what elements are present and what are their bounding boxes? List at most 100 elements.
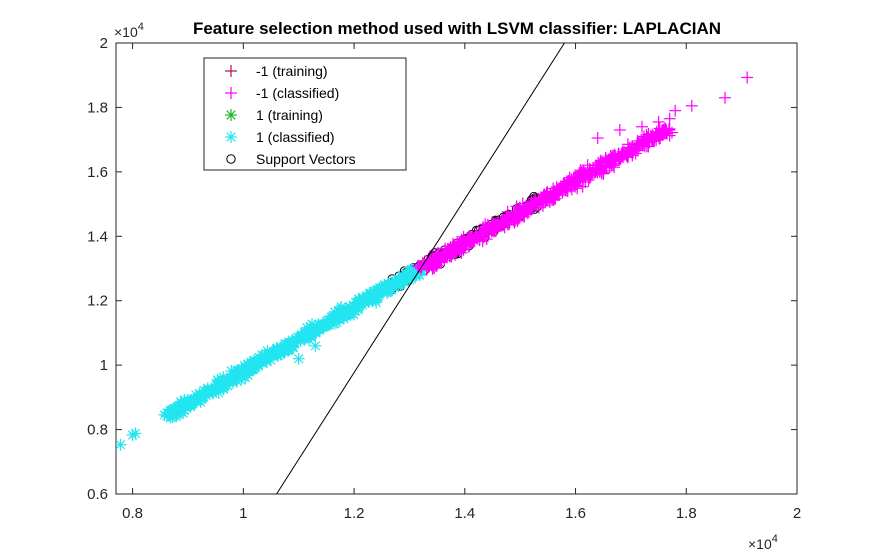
y-tick-label: 1.4	[87, 228, 108, 245]
data-point	[577, 164, 590, 177]
legend-box	[203, 57, 407, 171]
data-point	[442, 244, 455, 257]
data-point	[428, 261, 441, 274]
data-point	[528, 196, 541, 209]
x-tick-label: 1	[239, 505, 247, 522]
data-point	[448, 242, 461, 255]
data-point	[491, 222, 504, 235]
data-point	[593, 165, 606, 178]
axes-box	[115, 42, 798, 495]
data-point	[326, 311, 339, 324]
data-point	[719, 91, 732, 104]
data-point	[470, 228, 483, 241]
y-tick-label: 0.8	[87, 422, 108, 439]
data-point	[437, 250, 450, 263]
legend-marker	[225, 65, 237, 77]
data-point	[177, 407, 190, 420]
data-point	[512, 208, 525, 221]
data-point	[480, 225, 493, 238]
data-point	[601, 156, 614, 169]
data-point	[343, 301, 356, 314]
data-point	[430, 254, 443, 267]
legend-marker	[225, 131, 237, 143]
data-point	[383, 281, 396, 294]
data-point	[741, 71, 754, 84]
legend-label: 1 (training)	[256, 107, 323, 123]
data-point	[608, 161, 621, 174]
decision-boundary-line	[276, 43, 565, 494]
legend-marker	[225, 109, 237, 121]
data-point	[229, 366, 242, 379]
data-point	[613, 123, 626, 136]
legend-item: 1 (training)	[225, 107, 323, 123]
data-point	[546, 190, 559, 203]
data-point	[352, 295, 365, 308]
data-point	[626, 149, 639, 162]
data-point	[571, 179, 584, 192]
y-tick-label: 2	[100, 35, 108, 52]
data-point	[191, 391, 204, 404]
legend-label: Support Vectors	[256, 151, 356, 167]
legend-marker	[226, 154, 236, 164]
y-tick-label: 1	[100, 357, 108, 374]
chart-title: Feature selection method used with LSVM …	[193, 19, 721, 38]
axes: 0.8 1 1.2 1.4 1.6 1.8 2 0.6 0.8 1 1.2 1.4 1.6 1.8 2 ×10…	[87, 21, 801, 552]
data-point	[330, 316, 343, 329]
data-point	[669, 104, 682, 117]
data-point	[660, 127, 673, 140]
data-point	[525, 195, 538, 208]
data-point	[285, 340, 298, 353]
y-exponent-label: ×104	[114, 21, 144, 40]
data-point	[178, 393, 191, 406]
data-point	[635, 120, 648, 133]
legend-label: -1 (training)	[256, 63, 328, 79]
legend-item: -1 (classified)	[225, 85, 339, 101]
data-point	[663, 112, 676, 125]
data-point	[309, 339, 322, 352]
x-tick-label: 1.6	[565, 505, 586, 522]
data-point	[638, 140, 651, 153]
data-point	[557, 177, 570, 190]
x-tick-label: 1.8	[676, 505, 697, 522]
x-tick-label: 1.4	[454, 505, 475, 522]
data-point	[424, 255, 437, 268]
x-exponent-label: ×104	[748, 533, 778, 552]
legend-label: 1 (classified)	[256, 129, 335, 145]
y-tick-label: 1.8	[87, 99, 108, 116]
data-point	[369, 290, 382, 303]
y-tick-label: 1.2	[87, 293, 108, 310]
data-point	[497, 214, 510, 227]
data-point	[612, 148, 625, 161]
data-point	[160, 410, 173, 423]
legend-marker	[225, 87, 237, 99]
x-tick-label: 1.2	[344, 505, 365, 522]
y-tick-label: 1.6	[87, 164, 108, 181]
legend-label: -1 (classified)	[256, 85, 339, 101]
data-point	[270, 346, 283, 359]
data-point	[456, 237, 469, 250]
data-point	[126, 429, 139, 442]
data-point	[640, 133, 653, 146]
x-tick-label: 0.8	[122, 505, 143, 522]
data-point	[685, 99, 698, 112]
data-point	[556, 184, 569, 197]
data-point	[591, 132, 604, 145]
data-point	[304, 330, 317, 343]
data-point	[578, 166, 591, 179]
data-point	[632, 144, 645, 157]
legend-item: Support Vectors	[226, 151, 356, 167]
data-point	[434, 256, 447, 269]
data-point	[398, 276, 411, 289]
data-point	[212, 381, 225, 394]
data-point	[569, 180, 582, 193]
data-point	[261, 355, 274, 368]
data-point	[464, 235, 477, 248]
data-point	[652, 115, 665, 128]
data-point	[206, 386, 219, 399]
data-point	[483, 223, 496, 236]
legend-item: 1 (classified)	[225, 129, 335, 145]
data-point	[535, 194, 548, 207]
data-point	[292, 352, 305, 365]
data-point	[116, 438, 127, 451]
